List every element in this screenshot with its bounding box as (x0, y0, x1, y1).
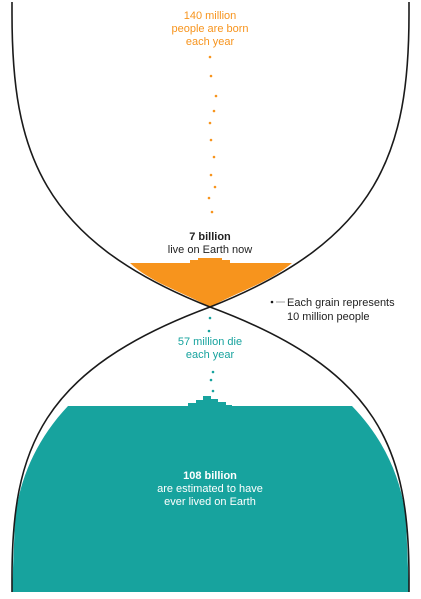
births-grains (207, 55, 218, 214)
ever-lived-line-1: are estimated to have (157, 483, 263, 495)
living-value: 7 billion (189, 231, 231, 243)
falling-grain (208, 55, 212, 59)
deaths-line-1: 57 million die (177, 336, 243, 348)
deaths-grains (207, 316, 215, 393)
living-label: 7 billion live on Earth now (150, 231, 270, 257)
falling-grain (207, 196, 211, 200)
ever-lived-line-2: ever lived on Earth (164, 496, 256, 508)
falling-grain (213, 185, 217, 189)
falling-grain (209, 74, 213, 78)
falling-grain (209, 378, 213, 382)
falling-grain (210, 210, 214, 214)
falling-grain (212, 109, 216, 113)
births-line-3: each year (185, 36, 235, 48)
legend-grain-icon (270, 300, 274, 304)
births-line-1: 140 million (183, 10, 237, 22)
legend-line-1: Each grain represents (287, 297, 395, 309)
ever-lived-value: 108 billion (183, 470, 237, 482)
falling-grain (207, 329, 211, 333)
falling-grain (211, 370, 215, 374)
births-line-2: people are born (171, 23, 249, 35)
falling-grain (208, 121, 212, 125)
falling-grain (209, 138, 213, 142)
lower-sand-ever-lived (12, 396, 409, 592)
legend-text: Each grain represents 10 million people (287, 296, 412, 324)
falling-grain (211, 389, 215, 393)
living-caption: live on Earth now (167, 244, 253, 256)
ever-lived-label: 108 billion are estimated to have ever l… (130, 470, 290, 509)
falling-grain (209, 173, 213, 177)
births-label: 140 million people are born each year (150, 10, 270, 49)
legend-line-2: 10 million people (287, 311, 370, 323)
deaths-label: 57 million die each year (150, 336, 270, 362)
hourglass-outline (11, 2, 410, 592)
falling-grain (214, 94, 218, 98)
deaths-line-2: each year (185, 349, 235, 361)
upper-sand-living (130, 258, 292, 307)
falling-grain (208, 316, 212, 320)
falling-grain (212, 155, 216, 159)
